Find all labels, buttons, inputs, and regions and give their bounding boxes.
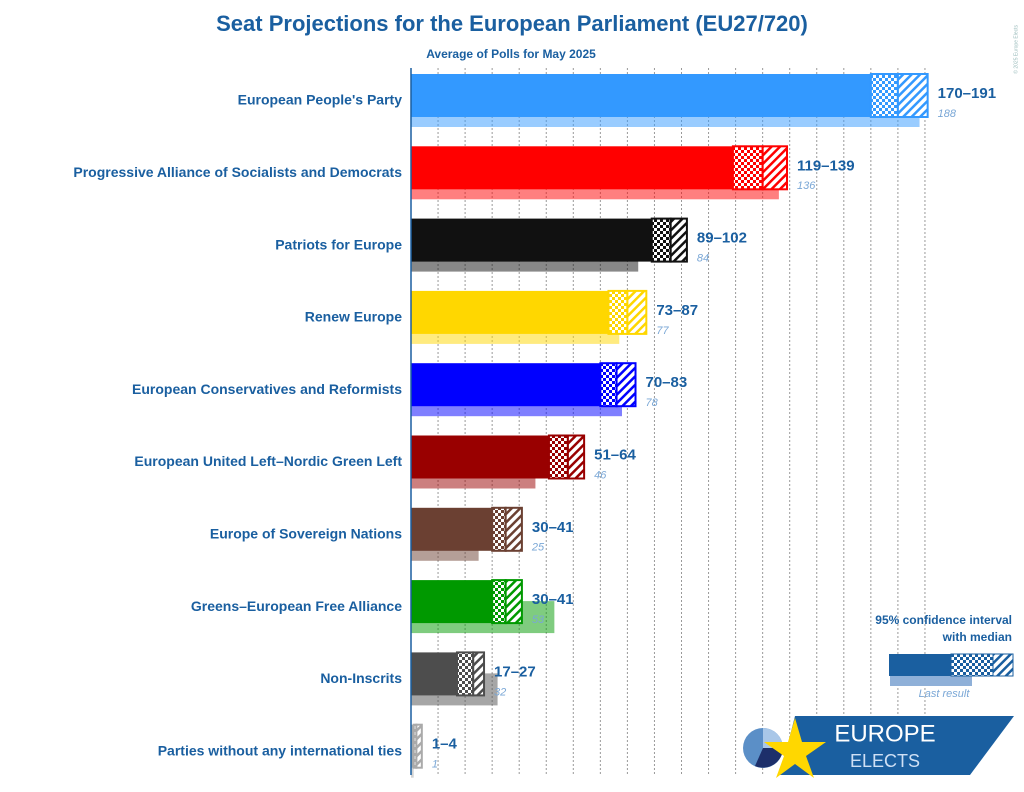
bar-interval-high xyxy=(626,289,648,335)
bar-interval-low xyxy=(547,434,569,480)
bar-interval-low xyxy=(491,579,507,625)
bar-interval-high xyxy=(669,217,688,263)
chart-subtitle: Average of Polls for May 2025 xyxy=(426,47,596,61)
last-result-label: 77 xyxy=(656,325,669,337)
last-result-label: 46 xyxy=(594,469,607,481)
logo-text: ELECTS xyxy=(850,751,920,771)
bar-interval-high xyxy=(615,362,637,408)
bar-low xyxy=(411,507,493,551)
bar-interval-high xyxy=(472,651,486,697)
bar-interval-low xyxy=(491,506,507,552)
category-label: Patriots for Europe xyxy=(275,236,402,252)
bar-low xyxy=(411,652,457,696)
last-result-label: 53 xyxy=(532,614,545,626)
logo-star xyxy=(764,718,826,778)
logo: EUROPE ELECTS xyxy=(743,716,1014,778)
bar-interval-low xyxy=(869,73,899,118)
range-label: 73–87 xyxy=(656,302,698,319)
bar-interval-low xyxy=(731,145,764,191)
range-label: 30–41 xyxy=(532,519,574,536)
logo-pie xyxy=(755,748,783,768)
last-result-label: 32 xyxy=(494,686,506,698)
bar-low xyxy=(411,74,871,117)
bar-low xyxy=(411,724,414,768)
bar-low xyxy=(411,218,652,262)
bar-interval-low xyxy=(650,217,672,263)
category-label: Parties without any international ties xyxy=(158,742,402,758)
category-label: European People's Party xyxy=(238,92,403,108)
bar-interval-low xyxy=(607,289,629,335)
last-result-label: 78 xyxy=(646,397,659,409)
bar-low xyxy=(411,363,601,407)
credit: © 2025 Europe Elects xyxy=(1012,25,1019,74)
bar-interval-high xyxy=(761,145,788,191)
last-result-label: 1 xyxy=(432,759,438,771)
last-result-label: 188 xyxy=(938,108,957,120)
legend-title: with median xyxy=(942,630,1012,644)
bar-interval-high xyxy=(504,506,523,552)
logo-text: EUROPE xyxy=(834,720,935,747)
legend-sample xyxy=(992,653,1014,677)
bar-low xyxy=(411,146,733,190)
category-label: Progressive Alliance of Socialists and D… xyxy=(73,164,402,180)
logo-banner xyxy=(780,716,1014,775)
range-label: 170–191 xyxy=(938,85,996,102)
bar-low xyxy=(411,290,609,334)
category-label: European United Left–Nordic Green Left xyxy=(134,453,402,469)
category-label: Non-Inscrits xyxy=(320,670,402,686)
legend: 95% confidence interval with median Last… xyxy=(875,613,1014,700)
category-label: Europe of Sovereign Nations xyxy=(210,526,402,542)
range-label: 119–139 xyxy=(797,157,855,174)
range-label: 89–102 xyxy=(697,230,747,247)
category-label: Greens–European Free Alliance xyxy=(191,598,402,614)
range-label: 51–64 xyxy=(594,446,636,463)
range-label: 1–4 xyxy=(432,736,458,753)
bar-low xyxy=(411,580,493,624)
bar-interval-high xyxy=(415,723,423,769)
bar-interval-low xyxy=(455,651,475,697)
range-label: 30–41 xyxy=(532,591,574,608)
bar-low xyxy=(411,435,549,479)
category-label: Renew Europe xyxy=(305,309,402,325)
legend-title: 95% confidence interval xyxy=(875,613,1012,627)
legend-last-label: Last result xyxy=(919,688,971,700)
bar-interval-low xyxy=(599,362,618,408)
bar-interval-high xyxy=(566,434,586,480)
last-result-label: 84 xyxy=(697,253,709,265)
category-label: European Conservatives and Reformists xyxy=(132,381,402,397)
bar-interval-high xyxy=(896,73,929,118)
bar-interval-high xyxy=(504,579,523,625)
range-label: 70–83 xyxy=(646,374,688,391)
range-label: 17–27 xyxy=(494,663,536,680)
last-result-label: 25 xyxy=(531,542,545,554)
last-result-label: 136 xyxy=(797,180,816,192)
legend-sample xyxy=(950,653,994,677)
chart-title: Seat Projections for the European Parlia… xyxy=(216,11,808,36)
